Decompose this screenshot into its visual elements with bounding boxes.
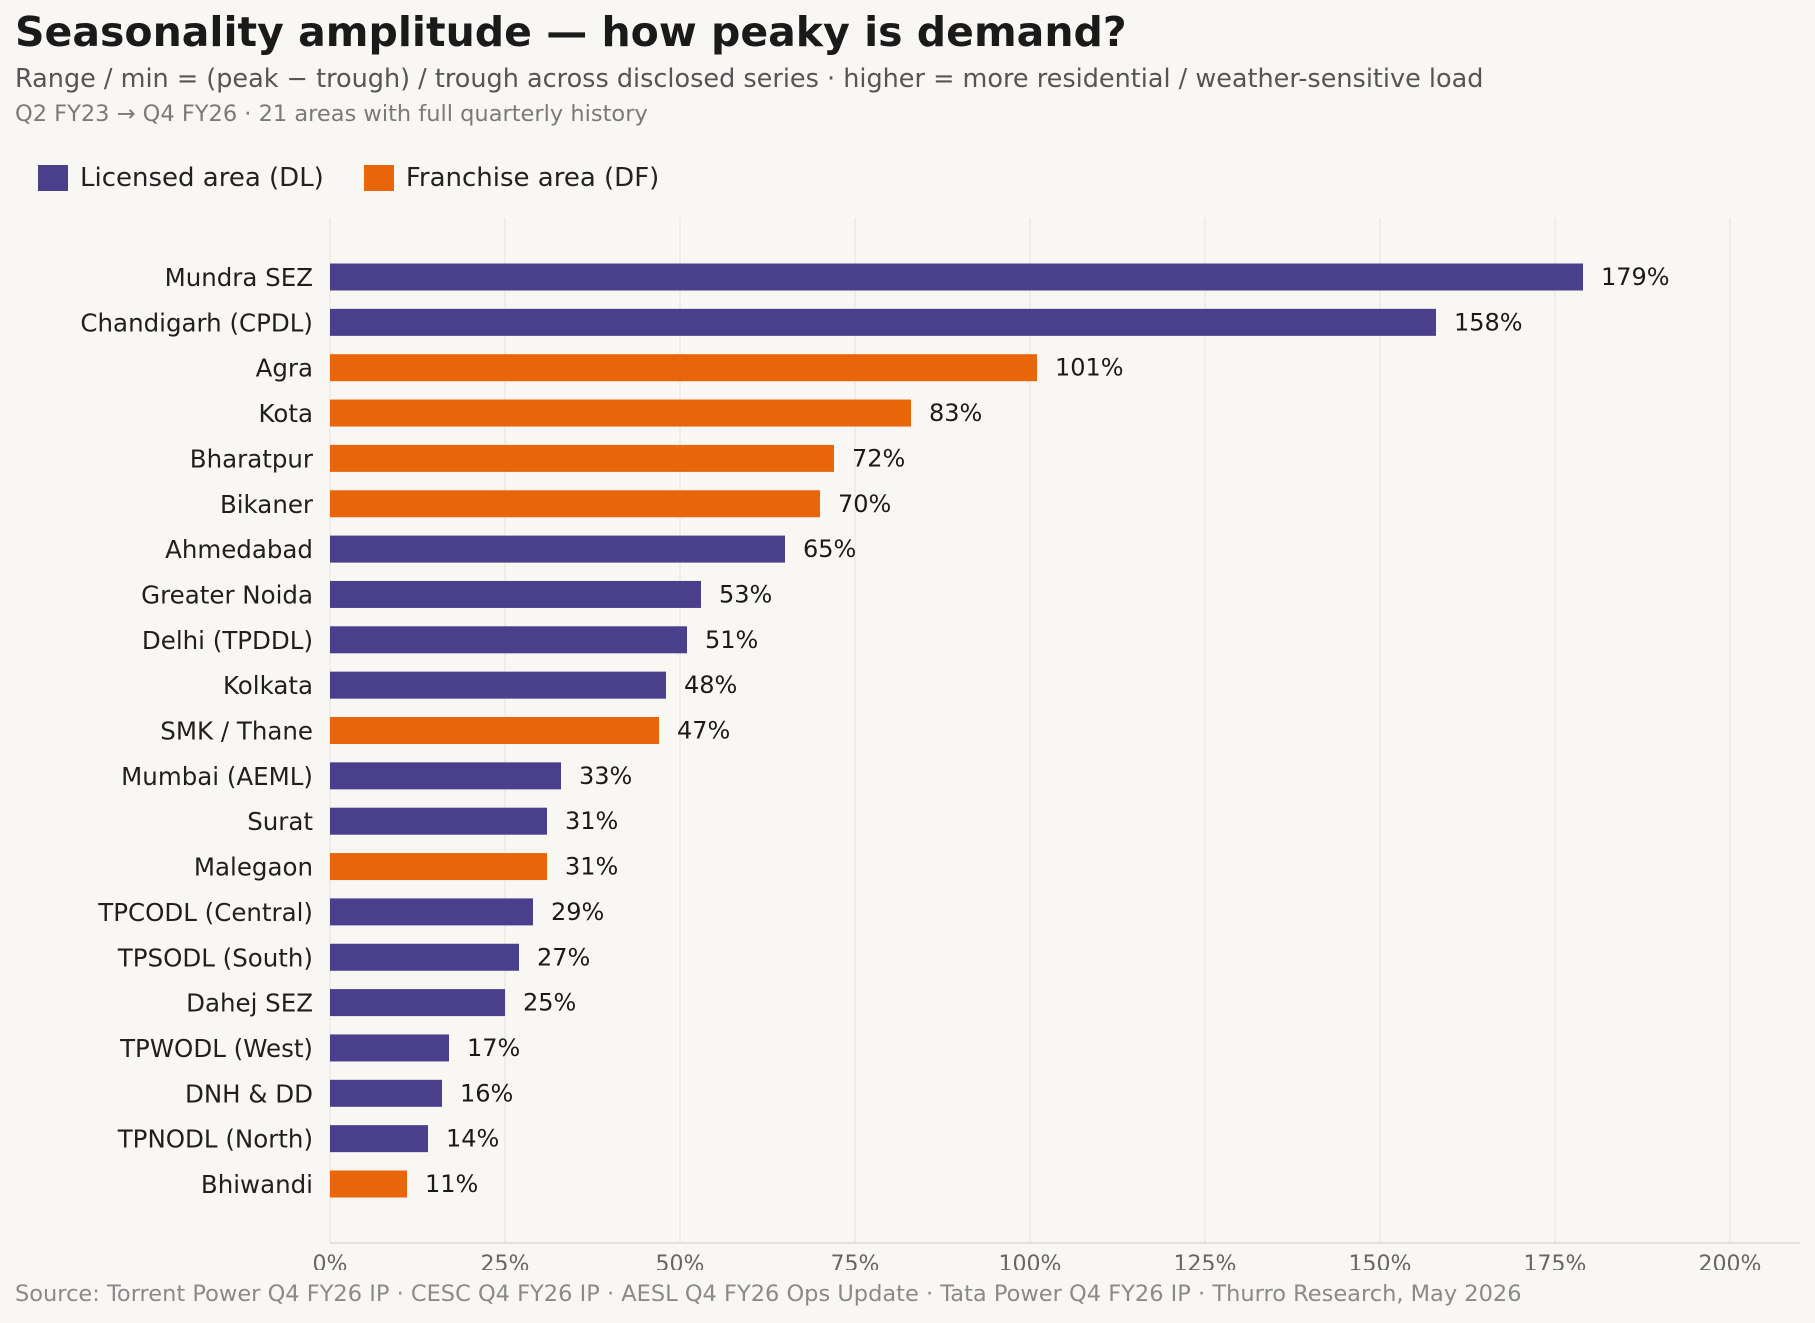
data-label: 47% [677, 717, 730, 745]
data-label: 17% [467, 1034, 520, 1062]
bar [330, 263, 1583, 291]
category-label: Bhiwandi [201, 1170, 313, 1199]
legend-item-df: Franchise area (DF) [363, 163, 660, 193]
data-label: 14% [446, 1125, 499, 1153]
data-label: 72% [852, 444, 905, 472]
category-label: Malegaon [194, 853, 313, 882]
legend-swatch-df [363, 165, 394, 191]
category-label: Surat [247, 807, 313, 836]
data-label: 48% [684, 671, 737, 699]
bar [330, 308, 1436, 336]
data-label: 83% [929, 399, 982, 427]
category-label: Mundra SEZ [165, 263, 313, 292]
bar [330, 1170, 407, 1198]
legend-label-dl: Licensed area (DL) [80, 163, 324, 193]
bar [330, 626, 687, 654]
category-label: Bikaner [220, 490, 314, 519]
category-label: Kolkata [223, 671, 313, 700]
category-label: Dahej SEZ [186, 989, 313, 1018]
x-tick-label: 125% [1174, 1252, 1237, 1270]
category-label: Agra [256, 354, 313, 383]
category-label: Delhi (TPDDL) [142, 626, 313, 655]
bar [330, 399, 911, 427]
bar-chart: 0% 25% 50% 75% 100% 125% 150% 175% 200% Mundra SE… [80, 218, 1800, 1270]
data-label: 179% [1601, 263, 1670, 291]
bar [330, 943, 519, 971]
category-label: Mumbai (AEML) [121, 762, 313, 791]
data-label: 29% [551, 898, 604, 926]
category-label: DNH & DD [185, 1079, 313, 1108]
category-label: Chandigarh (CPDL) [80, 308, 313, 337]
bar [330, 444, 834, 472]
chart-subtitle: Range / min = (peak − trough) / trough a… [15, 64, 1484, 94]
data-label: 101% [1055, 354, 1124, 382]
data-label: 31% [565, 853, 618, 881]
category-label: TPSODL (South) [117, 943, 313, 972]
bar [330, 807, 547, 835]
legend: Licensed area (DL) Franchise area (DF) [38, 163, 699, 193]
bar [330, 989, 505, 1017]
legend-item-dl: Licensed area (DL) [38, 163, 324, 193]
bar [330, 490, 820, 518]
chart-title: Seasonality amplitude — how peaky is dem… [15, 8, 1127, 56]
category-label: TPCODL (Central) [97, 898, 313, 927]
data-label: 16% [460, 1079, 513, 1107]
bar [330, 671, 666, 699]
data-label: 53% [719, 580, 772, 608]
x-tick-label: 150% [1349, 1252, 1412, 1270]
bar [330, 853, 547, 881]
data-label: 27% [537, 943, 590, 971]
x-tick-label: 200% [1699, 1252, 1762, 1270]
chart-meta: Q2 FY23 → Q4 FY26 · 21 areas with full q… [15, 101, 648, 127]
bar [330, 535, 785, 563]
bar [330, 717, 659, 744]
data-label: 31% [565, 807, 618, 835]
data-label: 65% [803, 535, 856, 563]
x-tick-label: 0% [313, 1252, 348, 1270]
x-tick-label: 75% [831, 1252, 880, 1270]
category-label: TPNODL (North) [117, 1125, 313, 1154]
category-label: Kota [259, 399, 313, 428]
category-label: SMK / Thane [160, 717, 313, 746]
bar [330, 1079, 442, 1107]
data-label: 25% [523, 989, 576, 1017]
bar [330, 762, 561, 790]
data-label: 70% [838, 490, 891, 518]
source-footer: Source: Torrent Power Q4 FY26 IP · CESC … [15, 1281, 1522, 1307]
x-tick-label: 175% [1524, 1252, 1587, 1270]
legend-swatch-dl [38, 165, 68, 191]
bar [330, 1034, 449, 1062]
category-label: Greater Noida [141, 580, 313, 609]
data-label: 33% [579, 762, 632, 790]
legend-label-df: Franchise area (DF) [405, 163, 660, 193]
bar [330, 1125, 428, 1153]
data-label: 51% [705, 626, 758, 654]
x-tick-label: 50% [656, 1252, 705, 1270]
bar [330, 354, 1037, 382]
data-label: 158% [1454, 308, 1523, 336]
bar [330, 580, 701, 608]
category-label: TPWODL (West) [119, 1034, 313, 1063]
x-tick-label: 25% [481, 1252, 530, 1270]
data-label: 11% [425, 1170, 478, 1198]
bar [330, 898, 533, 926]
x-tick-label: 100% [999, 1252, 1062, 1270]
category-label: Ahmedabad [165, 535, 313, 564]
category-label: Bharatpur [190, 444, 314, 473]
